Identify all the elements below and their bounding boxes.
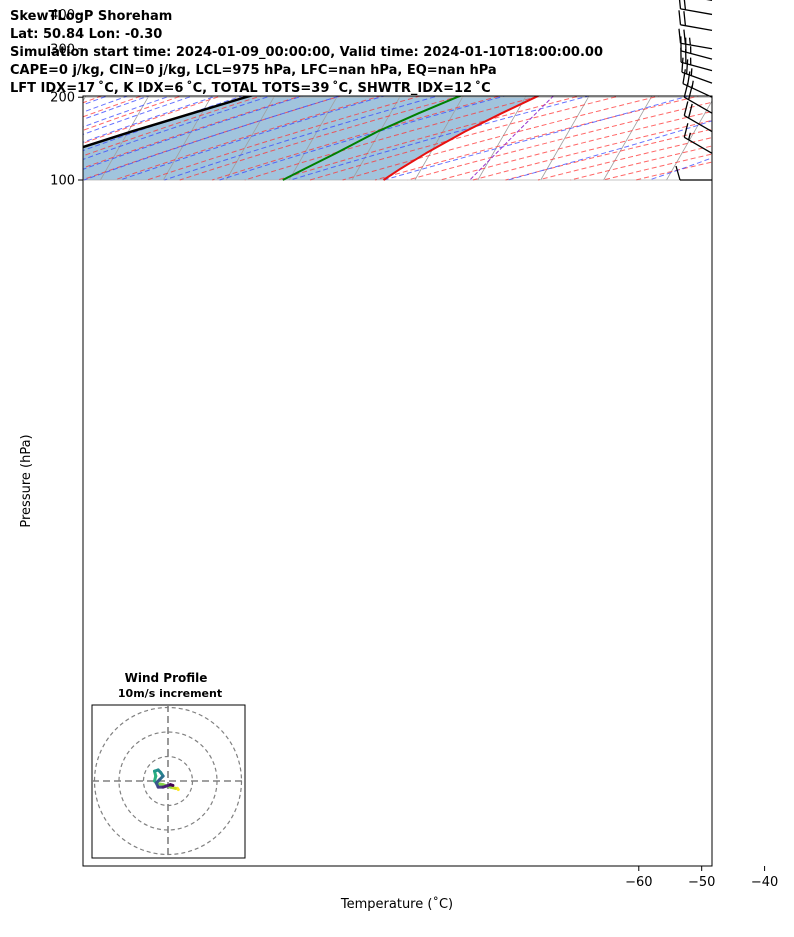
wind-barb <box>678 10 713 32</box>
cape-cin-area <box>83 96 539 180</box>
x-tick-label: −50 <box>688 875 715 890</box>
y-axis: 1000900800700600500400300200100 <box>50 8 83 189</box>
cape-cin-shading <box>83 96 539 180</box>
indices-line: LFT IDX=17 ˚C, K IDX=6 ˚C, TOTAL TOTS=39… <box>10 81 491 96</box>
header: SkewTLogP Shoreham Lat: 50.84 Lon: -0.30… <box>10 8 603 98</box>
x-tick-label: −60 <box>625 875 652 890</box>
wind-barb <box>683 82 713 114</box>
y-axis-label: Pressure (hPa) <box>19 434 34 527</box>
parameters-line: CAPE=0 j/kg, CIN=0 j/kg, LCL=975 hPa, LF… <box>10 63 497 78</box>
sounding-profiles <box>83 96 541 181</box>
wind-barb <box>681 57 713 84</box>
isotherm-line <box>0 0 10 180</box>
x-axis: −60−50−40−30−20−10010203040 <box>625 866 778 890</box>
y-tick-label: 400 <box>50 8 75 23</box>
hodograph-segment <box>168 783 175 787</box>
y-tick-label: 100 <box>50 174 75 189</box>
wind-barbs <box>675 0 713 181</box>
hodograph-title: Wind Profile <box>125 671 208 685</box>
wind-barb <box>678 0 713 16</box>
chart-title: SkewTLogP Shoreham <box>10 9 173 24</box>
isotherm-line <box>351 96 401 181</box>
x-tick-label: −40 <box>751 875 778 890</box>
isotherm-line <box>477 96 527 181</box>
wind-barb <box>683 123 713 154</box>
isotherm-line <box>288 96 338 181</box>
y-tick-label: 200 <box>50 91 75 106</box>
wind-barb <box>678 28 713 50</box>
isotherm-line <box>540 96 590 181</box>
hodograph-subtitle: 10m/s increment <box>118 687 222 700</box>
isotherm-line <box>603 96 653 181</box>
wind-barb <box>675 165 712 181</box>
wind-barb <box>683 101 713 133</box>
hodograph-inset: Wind Profile 10m/s increment <box>91 671 246 859</box>
location-line: Lat: 50.84 Lon: -0.30 <box>10 27 163 42</box>
y-tick-label: 300 <box>50 42 75 57</box>
isotherm-line <box>414 96 464 181</box>
temperature-profile <box>382 96 541 181</box>
wind-barb <box>680 47 713 72</box>
times-line: Simulation start time: 2024-01-09_00:00:… <box>10 45 603 60</box>
x-axis-label: Temperature (˚C) <box>340 896 453 912</box>
plot-frame <box>82 95 713 867</box>
isotherm-line <box>162 96 213 181</box>
isotherm-line <box>729 0 794 180</box>
isotherm-line <box>225 96 276 181</box>
